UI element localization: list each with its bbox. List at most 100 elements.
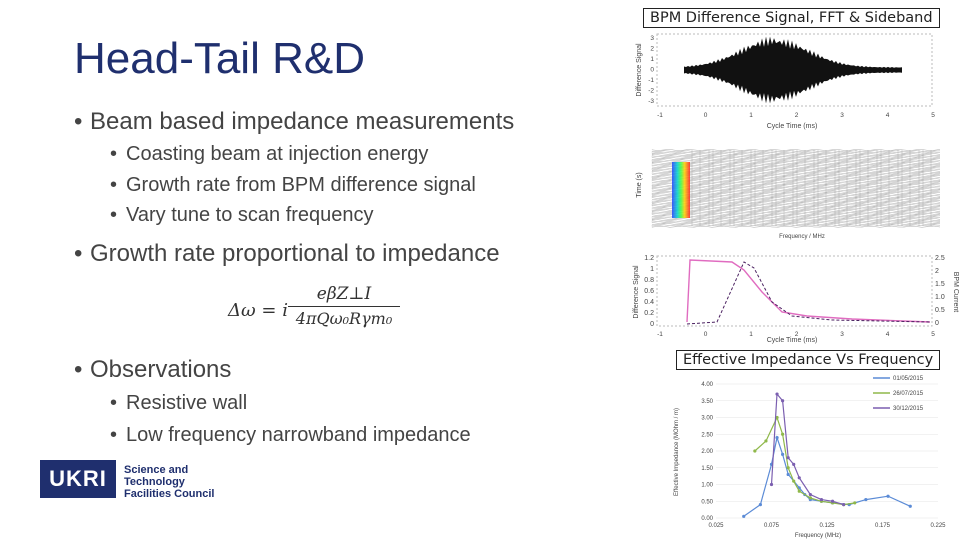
ukri-logo: UKRI: [40, 460, 116, 498]
sub-bullet: • Low frequency narrowband impedance: [110, 424, 471, 447]
y-tick-label-right: 2.5: [935, 255, 945, 262]
x-tick-label: 3: [840, 331, 844, 338]
data-point: [819, 497, 824, 502]
y-axis-label: Difference Signal: [636, 43, 643, 97]
y-tick-label: 2.50: [701, 432, 713, 438]
x-tick-label: 0: [704, 112, 708, 119]
spectrum-line: [651, 225, 941, 228]
sub-bullet: • Coasting beam at injection energy: [110, 143, 428, 166]
bullet-observations: • Observations: [74, 356, 231, 384]
y-tick-label: -3: [648, 98, 654, 105]
y-tick-label: 3.50: [701, 399, 713, 405]
y-tick-label: 3.00: [701, 416, 713, 422]
data-point: [775, 415, 779, 420]
effective-impedance-chart: Effective Impedance (MOhm / m) Frequency…: [668, 372, 960, 540]
bullet-impedance-measurements: • Beam based impedance measurements: [74, 108, 514, 136]
x-tick-label: 3: [840, 112, 844, 119]
y-tick-label: 3: [650, 35, 654, 42]
formula-fraction-bar: [288, 306, 400, 307]
x-ticks: -1 0 1 2 3 4 5: [657, 112, 935, 119]
y-ticks: 3 2 1 0 -1 -2 -3: [648, 35, 654, 105]
chart-legend: 01/05/2015 26/07/2015 30/12/2015: [873, 376, 924, 412]
bpm-difference-plot: Difference Signal 3 2 1 0 -1 -2 -3 -1 0 1 2 3 4 5 Cy…: [636, 33, 935, 130]
x-tick-label: 5: [931, 112, 935, 119]
y-tick-label: -2: [648, 88, 654, 95]
x-tick-label: 0.225: [930, 523, 946, 529]
x-tick-label: 0.175: [875, 523, 891, 529]
data-point: [786, 456, 790, 460]
bullet-text: Growth rate proportional to impedance: [90, 240, 500, 267]
sub-bullet: • Growth rate from BPM difference signal: [110, 174, 476, 197]
y-axis-label-right: BPM Current: [952, 272, 959, 313]
x-tick-label: -1: [657, 331, 663, 338]
bullet-dot: •: [110, 424, 118, 446]
x-tick-label: 1: [749, 331, 753, 338]
sideband-plot: Difference Signal BPM Current 1.2 1 0.8 0.6…: [633, 255, 959, 344]
x-axis-label: Cycle Time (ms): [767, 123, 818, 130]
bullet-dot: •: [110, 204, 118, 226]
x-tick-label: 0.075: [764, 523, 780, 529]
y-axis-label: Difference Signal: [633, 265, 640, 319]
logo-line: Facilities Council: [124, 488, 215, 500]
grid-lines: [716, 383, 938, 519]
spectrum-line: [651, 149, 941, 151]
slide-title: Head-Tail R&D: [74, 34, 365, 83]
series-line: [770, 392, 844, 506]
sub-bullet: • Vary tune to scan frequency: [110, 204, 374, 227]
legend-label: 01/05/2015: [893, 376, 924, 382]
y-tick-label: 0.2: [644, 310, 654, 317]
legend-label: 26/07/2015: [893, 391, 924, 397]
data-point: [792, 462, 796, 466]
data-point: [742, 514, 746, 518]
data-point: [797, 476, 801, 480]
sub-bullet: • Resistive wall: [110, 392, 247, 415]
sub-bullet-text: Growth rate from BPM difference signal: [126, 174, 476, 196]
data-point: [830, 499, 835, 503]
y-tick-label-right: 2: [935, 268, 939, 275]
y-axis-label: Effective Impedance (MOhm / m): [674, 408, 680, 496]
data-point: [797, 489, 801, 493]
data-point: [808, 492, 812, 497]
data-point: [786, 466, 790, 470]
y-tick-label: 1: [650, 56, 654, 63]
data-point: [781, 399, 785, 403]
legend-label: 30/12/2015: [893, 406, 924, 412]
x-tick-labels: 0.025 0.075 0.125 0.175 0.225: [708, 523, 946, 529]
ukri-logo-mark: UKRI: [49, 466, 107, 491]
x-tick-label: 2: [795, 112, 799, 119]
fft-spectrogram-plot: Time (s) Frequency / MHz: [636, 144, 942, 240]
figure-caption-top: BPM Difference Signal, FFT & Sideband: [643, 8, 940, 28]
y-tick-label: 2: [650, 46, 654, 53]
x-tick-label: 1: [749, 112, 753, 119]
data-point: [864, 497, 868, 502]
chart-background: [668, 372, 960, 540]
x-tick-label: 0: [704, 331, 708, 338]
figure-caption-bottom: Effective Impedance Vs Frequency: [676, 350, 941, 370]
difference-signal-curve: [686, 259, 931, 323]
data-point: [786, 472, 790, 477]
y-tick-label: 0.6: [644, 288, 654, 295]
formula-denominator: 4πQω₀Rγm₀: [295, 309, 393, 328]
bullet-dot: •: [74, 356, 83, 383]
data-point: [808, 496, 812, 500]
y-tick-label: 0.4: [644, 299, 654, 306]
bullet-text: Observations: [90, 356, 232, 383]
y-tick-label: 2.00: [701, 449, 713, 455]
x-tick-label: 4: [886, 112, 890, 119]
bullet-dot: •: [74, 240, 83, 267]
bullet-dot: •: [110, 174, 118, 196]
x-tick-label: -1: [657, 112, 663, 119]
bullet-dot: •: [110, 392, 118, 414]
bullet-dot: •: [74, 108, 83, 135]
sub-bullet-text: Low frequency narrowband impedance: [126, 424, 471, 446]
data-point: [775, 392, 779, 396]
y-ticks: 1.2 1 0.8 0.6 0.4 0.2 0: [644, 255, 654, 328]
y-tick-label-right: 1.0: [935, 294, 945, 301]
x-tick-label: 2: [795, 331, 799, 338]
y-tick-label-right: 0.5: [935, 307, 945, 314]
data-point: [842, 503, 846, 507]
data-point: [753, 449, 757, 453]
bullet-dot: •: [110, 143, 118, 165]
data-point: [908, 504, 912, 508]
logo-line: Technology: [124, 476, 185, 488]
